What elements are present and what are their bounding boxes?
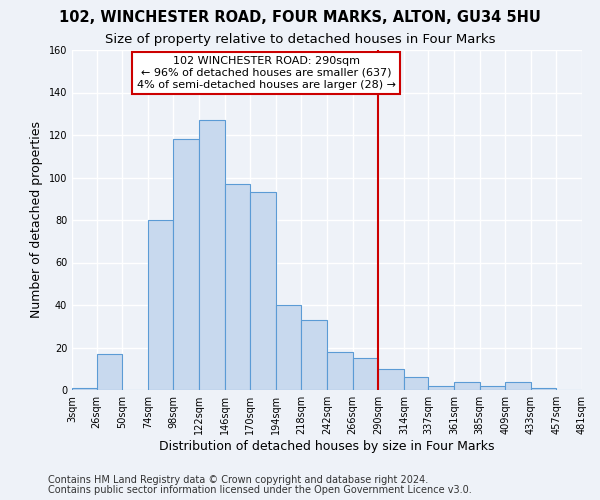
Text: 102 WINCHESTER ROAD: 290sqm
← 96% of detached houses are smaller (637)
4% of sem: 102 WINCHESTER ROAD: 290sqm ← 96% of det…	[137, 56, 395, 90]
Bar	[199, 120, 224, 390]
Bar	[505, 382, 531, 390]
Bar	[353, 358, 378, 390]
Bar	[404, 378, 428, 390]
Bar	[224, 184, 250, 390]
Bar	[378, 369, 404, 390]
Text: Contains public sector information licensed under the Open Government Licence v3: Contains public sector information licen…	[48, 485, 472, 495]
Bar	[479, 386, 505, 390]
Text: Size of property relative to detached houses in Four Marks: Size of property relative to detached ho…	[105, 32, 495, 46]
Y-axis label: Number of detached properties: Number of detached properties	[30, 122, 43, 318]
Bar	[301, 320, 327, 390]
Text: 102, WINCHESTER ROAD, FOUR MARKS, ALTON, GU34 5HU: 102, WINCHESTER ROAD, FOUR MARKS, ALTON,…	[59, 10, 541, 25]
X-axis label: Distribution of detached houses by size in Four Marks: Distribution of detached houses by size …	[159, 440, 495, 453]
Bar	[454, 382, 479, 390]
Bar	[250, 192, 276, 390]
Bar	[428, 386, 454, 390]
Bar	[276, 305, 301, 390]
Bar	[72, 388, 97, 390]
Bar	[148, 220, 173, 390]
Bar	[173, 139, 199, 390]
Bar	[327, 352, 353, 390]
Bar	[531, 388, 556, 390]
Text: Contains HM Land Registry data © Crown copyright and database right 2024.: Contains HM Land Registry data © Crown c…	[48, 475, 428, 485]
Bar	[97, 354, 122, 390]
